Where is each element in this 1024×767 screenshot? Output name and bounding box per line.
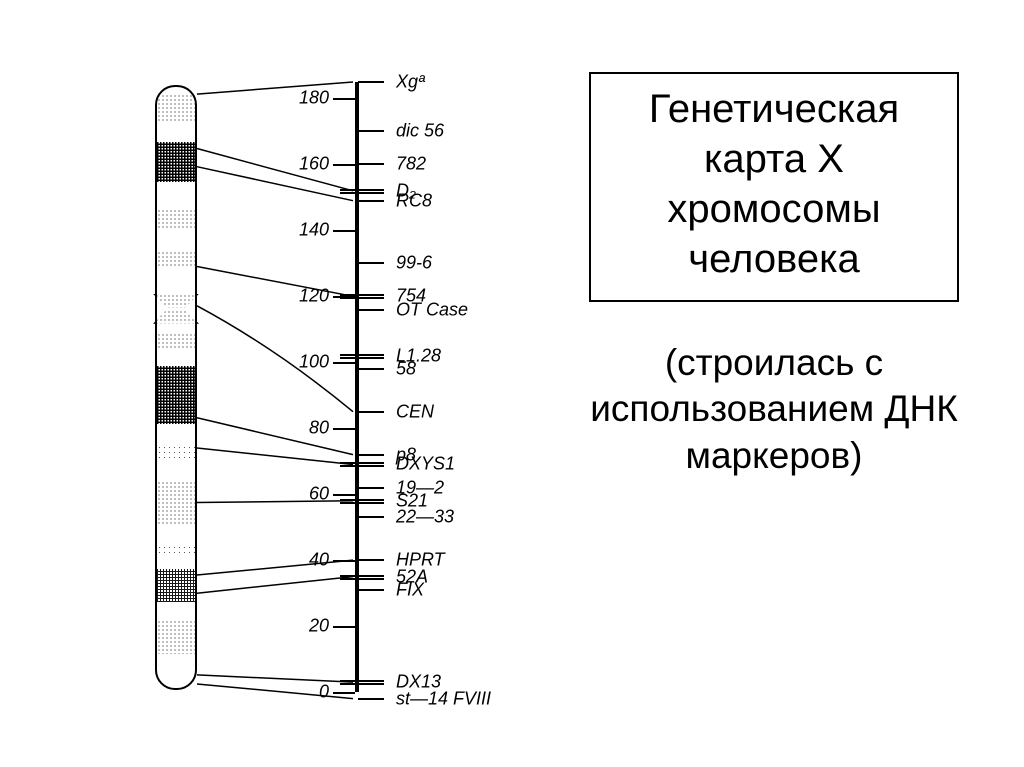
axis-tick	[333, 98, 355, 100]
axis-tick-label: 0	[319, 682, 329, 703]
genetic-map-axis: 020406080100120140160180	[355, 82, 359, 692]
marker-tick	[340, 462, 384, 467]
marker-tick	[358, 559, 384, 561]
marker-tick	[358, 309, 384, 311]
chromosome-band	[157, 94, 195, 121]
connector-line	[197, 267, 353, 297]
chromosome-band	[157, 366, 195, 423]
marker-label: CEN	[396, 401, 434, 422]
axis-tick	[333, 626, 355, 628]
chromosome-band	[157, 142, 195, 181]
connector-line	[197, 560, 353, 575]
connector-line	[197, 675, 353, 682]
marker-label: 22—33	[396, 507, 454, 528]
marker-label: Xgª	[396, 72, 425, 93]
marker-tick	[358, 487, 384, 489]
marker-tick	[358, 589, 384, 591]
marker-tick	[358, 698, 384, 700]
chromosome-band	[157, 481, 195, 523]
axis-tick	[333, 230, 355, 232]
marker-tick	[358, 516, 384, 518]
axis-tick-label: 80	[309, 418, 329, 439]
centromere	[155, 294, 197, 324]
axis-tick	[333, 362, 355, 364]
chromosome-band	[157, 545, 195, 554]
marker-tick	[358, 454, 384, 456]
chromosome-ideogram	[155, 85, 197, 690]
axis-tick-label: 100	[299, 352, 329, 373]
marker-tick	[340, 680, 384, 685]
axis-tick-label: 120	[299, 286, 329, 307]
marker-tick	[340, 189, 384, 194]
marker-tick	[340, 575, 384, 580]
marker-tick	[358, 262, 384, 264]
connector-line	[197, 448, 353, 464]
marker-tick	[358, 368, 384, 370]
axis-tick-label: 60	[309, 484, 329, 505]
axis-tick	[333, 428, 355, 430]
connector-line	[197, 149, 353, 191]
connector-line	[197, 684, 353, 699]
title-text: Генетическая карта Х хромосомы человека	[611, 84, 937, 284]
marker-tick	[340, 499, 384, 504]
axis-tick-label: 180	[299, 88, 329, 109]
axis-tick-label: 160	[299, 154, 329, 175]
marker-label: DXYS1	[396, 454, 455, 475]
marker-label: 782	[396, 154, 426, 175]
axis-tick	[333, 494, 355, 496]
connector-line	[197, 501, 353, 503]
chromosome-band	[157, 569, 195, 602]
chromosome-band	[157, 251, 195, 266]
chromosome-band	[157, 620, 195, 653]
chromosome-band	[157, 209, 195, 230]
axis-tick	[333, 164, 355, 166]
chromosome-band	[157, 445, 195, 460]
marker-tick	[358, 411, 384, 413]
marker-tick	[358, 81, 384, 83]
axis-tick	[333, 692, 355, 694]
marker-label: FIX	[396, 579, 424, 600]
marker-label: 58	[396, 358, 416, 379]
connector-line	[197, 306, 353, 412]
connector-line	[197, 167, 353, 201]
diagram-container: 020406080100120140160180 Xgªdic 56782D₂R…	[0, 0, 1024, 767]
marker-label: RC8	[396, 190, 432, 211]
marker-label: st—14 FVIII	[396, 688, 491, 709]
axis-tick-label: 40	[309, 550, 329, 571]
title-box: Генетическая карта Х хромосомы человека	[589, 72, 959, 302]
axis-tick	[333, 560, 355, 562]
subtitle-text: (строилась с использованием ДНК маркеров…	[589, 340, 959, 479]
axis-tick-label: 140	[299, 220, 329, 241]
marker-tick	[358, 163, 384, 165]
connector-line	[197, 418, 353, 455]
chromosome-band	[157, 333, 195, 348]
marker-label: 99-6	[396, 253, 432, 274]
marker-label: OT Case	[396, 299, 468, 320]
connector-line	[197, 82, 353, 94]
connector-line	[197, 577, 353, 594]
marker-tick	[340, 294, 384, 299]
marker-tick	[340, 354, 384, 359]
marker-tick	[358, 130, 384, 132]
axis-tick-label: 20	[309, 616, 329, 637]
marker-tick	[358, 200, 384, 202]
marker-label: dic 56	[396, 121, 444, 142]
